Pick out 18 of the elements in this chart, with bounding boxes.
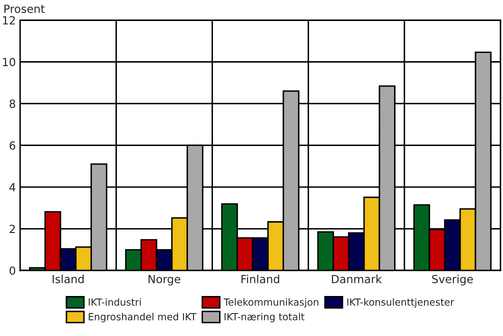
legend-label: IKT-konsulenttjenester — [347, 298, 454, 308]
legend-label: Telekommunikasjon — [224, 298, 318, 308]
y-tick-label: 12 — [3, 16, 15, 24]
y-tick-label: 8 — [10, 100, 16, 108]
y-tick-label: 2 — [10, 224, 15, 233]
y-tick-label: 6 — [10, 141, 16, 150]
x-tick-label: Danmark — [332, 274, 382, 284]
y-axis-title: Prosent — [4, 4, 45, 13]
x-tick-label: Island — [52, 274, 84, 284]
y-tick-label: 10 — [3, 58, 16, 66]
x-tick-label: Finland — [242, 274, 280, 284]
legend-label: Engroshandel med IKT — [88, 312, 196, 322]
legend-label: IKT-næring totalt — [224, 312, 304, 322]
legend-label: IKT-industri — [88, 298, 141, 306]
y-tick-label: 0 — [10, 266, 16, 275]
y-tick-label: 4 — [9, 183, 16, 192]
x-tick-label: Sverige — [432, 274, 473, 286]
x-tick-label: Norge — [148, 274, 180, 286]
